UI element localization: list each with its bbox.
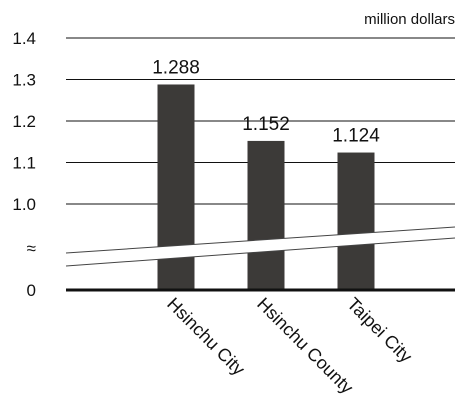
y-axis-tick-labels: 1.4 1.3 1.2 1.1 1.0 ≈0 [12, 29, 36, 300]
y-tick-label: 1.4 [12, 29, 36, 48]
data-label: 1.124 [332, 126, 380, 147]
data-labels: 1.288 1.152 1.124 [152, 57, 380, 146]
data-label: 1.152 [242, 114, 290, 135]
y-tick-label: ≈ [27, 239, 36, 258]
y-tick-label: 0 [27, 281, 36, 300]
y-tick-label: 1.0 [12, 195, 36, 214]
bars [157, 84, 375, 290]
category-label: Hsinchu County [253, 294, 357, 398]
axis-break-line-lower [65, 237, 456, 267]
bar-hsinchu-county [247, 140, 285, 290]
category-label: Hsinchu City [163, 294, 249, 380]
axis-break-line-upper [65, 226, 456, 254]
y-tick-label: 1.2 [12, 112, 36, 131]
bar-taipei-city [337, 152, 375, 290]
data-label: 1.288 [152, 57, 200, 78]
y-tick-label: 1.3 [12, 71, 36, 90]
category-label: Taipei City [343, 294, 416, 367]
axis-break-gap [66, 227, 455, 266]
y-tick-label: 1.1 [12, 154, 36, 173]
axis-break [65, 226, 456, 267]
unit-label: million dollars [364, 11, 455, 28]
